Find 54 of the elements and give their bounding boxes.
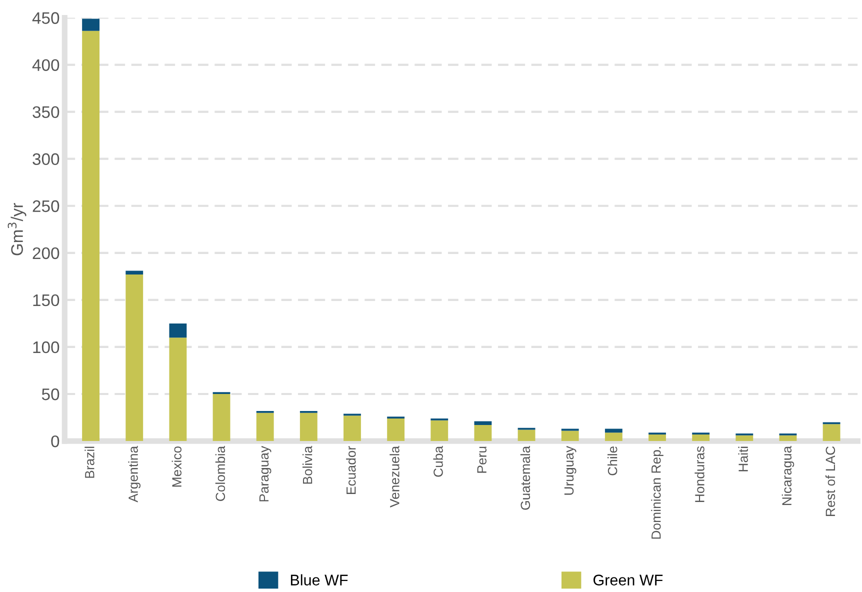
bar bbox=[604, 432, 622, 442]
x-tick-label: Mexico bbox=[172, 446, 182, 487]
bar bbox=[474, 425, 492, 442]
x-tick-label: Rest of LAC bbox=[825, 446, 836, 516]
x-tick-label: Uruguay bbox=[564, 446, 576, 495]
x-tick-label: Honduras bbox=[694, 446, 704, 502]
bar bbox=[561, 430, 579, 442]
bar bbox=[822, 424, 840, 442]
y-tick-label: 0 bbox=[51, 435, 60, 448]
x-tick-label: Dominican Rep. bbox=[651, 447, 664, 539]
y-tick-label: 150 bbox=[33, 294, 60, 306]
y-tick-label: 100 bbox=[33, 341, 60, 354]
x-tick-label: Venezuela bbox=[390, 446, 400, 508]
bar bbox=[126, 270, 144, 275]
bar bbox=[387, 418, 405, 442]
x-tick-label: Guatemala bbox=[520, 446, 530, 510]
bar bbox=[779, 435, 797, 442]
x-tick-label: Bolivia bbox=[302, 446, 312, 484]
bar bbox=[430, 420, 448, 442]
bar bbox=[169, 323, 187, 338]
bar bbox=[82, 30, 100, 442]
bar bbox=[518, 430, 536, 442]
y-tick-label: 300 bbox=[32, 153, 60, 166]
x-tick-label: Ecuador bbox=[346, 446, 356, 494]
bar bbox=[474, 421, 492, 426]
legend-label: Green WF bbox=[594, 574, 663, 586]
legend-label: Blue WF bbox=[290, 574, 348, 586]
bar bbox=[300, 412, 318, 442]
x-tick-label: Chile bbox=[608, 446, 618, 476]
y-tick-label: 350 bbox=[32, 106, 60, 118]
x-tick-label: Colombia bbox=[215, 446, 226, 501]
x-tick-label: Cuba bbox=[433, 446, 443, 477]
y-tick-label: 450 bbox=[32, 12, 60, 24]
x-tick-label: Peru bbox=[477, 446, 486, 473]
bar bbox=[648, 434, 666, 442]
y-tick-label: 250 bbox=[32, 200, 60, 212]
x-tick-label: Brazil bbox=[84, 446, 94, 478]
y-tick-label: 200 bbox=[32, 247, 60, 260]
x-tick-label: Argentina bbox=[128, 446, 141, 502]
bar bbox=[736, 435, 754, 442]
bar bbox=[344, 416, 361, 442]
x-tick-label: Paraguay bbox=[259, 446, 272, 502]
bar bbox=[692, 434, 710, 442]
bar bbox=[82, 18, 100, 31]
bar bbox=[169, 338, 187, 442]
x-tick-label: Nicaragua bbox=[782, 446, 794, 505]
x-tick-label: Haiti bbox=[738, 446, 748, 472]
bar bbox=[212, 394, 230, 442]
y-tick-label: 400 bbox=[32, 59, 60, 71]
bar bbox=[126, 274, 144, 442]
bar bbox=[256, 412, 274, 442]
y-axis-title: Gm$^{3}$/yr bbox=[8, 203, 26, 256]
y-tick-label: 50 bbox=[42, 388, 60, 400]
bar bbox=[604, 428, 622, 433]
